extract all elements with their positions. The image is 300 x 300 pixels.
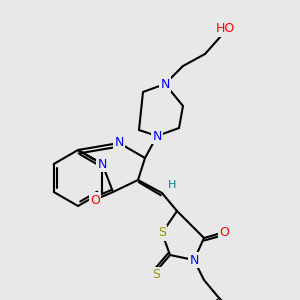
Text: O: O bbox=[90, 194, 100, 206]
Text: S: S bbox=[152, 268, 160, 281]
Text: N: N bbox=[114, 136, 124, 149]
Text: N: N bbox=[98, 158, 107, 170]
Text: O: O bbox=[219, 226, 229, 239]
Text: N: N bbox=[189, 254, 199, 266]
Text: HO: HO bbox=[215, 22, 235, 35]
Text: H: H bbox=[168, 180, 176, 190]
Text: N: N bbox=[152, 130, 162, 142]
Text: N: N bbox=[160, 77, 170, 91]
Text: S: S bbox=[158, 226, 166, 239]
